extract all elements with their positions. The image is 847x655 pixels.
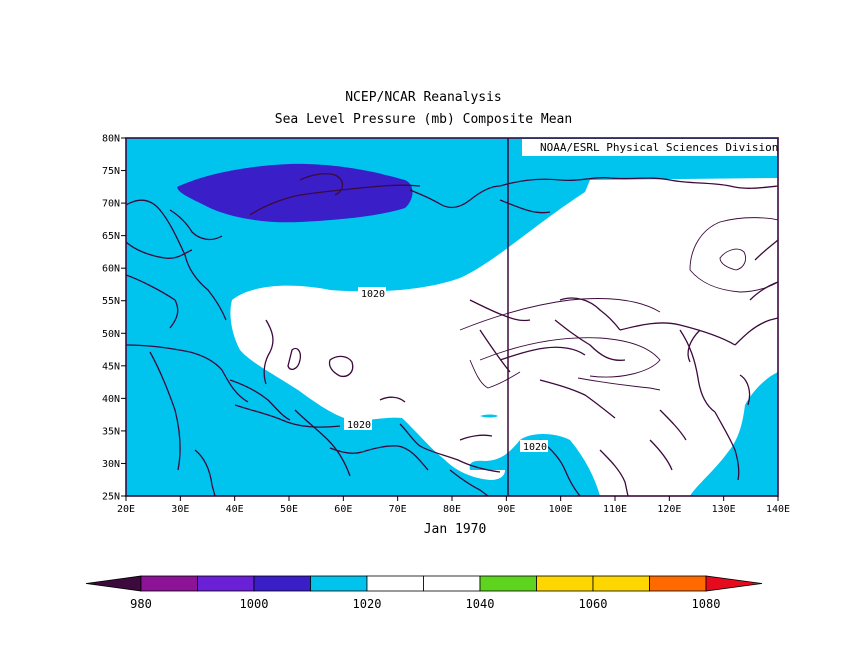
- x-axis: 20E 30E 40E 50E 60E 70E 80E 90E 100E 110E 120E 130E…: [117, 496, 790, 515]
- colorbar-bin: [140, 575, 198, 592]
- x-tick-label: 110E: [603, 504, 627, 515]
- contour-label-1020-a: 1020: [361, 289, 385, 300]
- colorbar-label: 1060: [579, 597, 608, 611]
- y-tick-label: 50N: [102, 329, 120, 340]
- x-tick-label: 120E: [657, 504, 681, 515]
- x-tick-label: 20E: [117, 504, 135, 515]
- colorbar-bin: [479, 575, 537, 592]
- x-tick-label: 50E: [280, 504, 298, 515]
- time-label: Jan 1970: [423, 522, 487, 537]
- y-tick-label: 35N: [102, 426, 120, 437]
- y-tick-label: 45N: [102, 361, 120, 372]
- pressure-field-below-1000: [177, 163, 413, 223]
- y-tick-label: 40N: [102, 394, 120, 405]
- contour-label-bg: [520, 440, 548, 452]
- x-tick-label: 60E: [334, 504, 352, 515]
- x-tick-label: 140E: [766, 504, 790, 515]
- map-area: [126, 138, 778, 496]
- colorbar-label: 1080: [692, 597, 721, 611]
- x-tick-label: 40E: [226, 504, 244, 515]
- chart-subtitle: Sea Level Pressure (mb) Composite Mean: [274, 112, 573, 127]
- x-tick-label: 30E: [171, 504, 189, 515]
- pressure-field-1020-1040: [230, 178, 778, 496]
- colorbar-bin: [423, 575, 481, 592]
- y-tick-label: 25N: [102, 492, 120, 503]
- contour-label-1020-c: 1020: [523, 442, 547, 453]
- colorbar-label: 980: [130, 597, 152, 611]
- contour-label-bg: [344, 418, 372, 430]
- x-tick-label: 90E: [497, 504, 515, 515]
- x-tick-label: 80E: [443, 504, 461, 515]
- y-tick-label: 70N: [102, 199, 120, 210]
- y-tick-label: 55N: [102, 296, 120, 307]
- contour-label-1020-b: 1020: [347, 420, 371, 431]
- coastlines: [126, 173, 778, 496]
- colorbar-bin: [253, 575, 311, 592]
- credit-text: NOAA/ESRL Physical Sciences Division: [540, 141, 778, 154]
- contour-label-bg: [358, 287, 386, 299]
- credit-box: [522, 139, 777, 156]
- y-tick-label: 80N: [102, 134, 120, 145]
- colorbar-label: 1020: [353, 597, 382, 611]
- colorbar-bin: [197, 575, 255, 592]
- y-tick-label: 60N: [102, 264, 120, 275]
- chart-title: NCEP/NCAR Reanalysis: [345, 90, 502, 105]
- colorbar-bin: [649, 575, 707, 592]
- y-tick-label: 30N: [102, 459, 120, 470]
- colorbar-bin: [592, 575, 650, 592]
- colorbar-bin: [366, 575, 424, 592]
- isobar-contours: [459, 217, 778, 391]
- colorbar-label: 1040: [466, 597, 495, 611]
- y-tick-label: 65N: [102, 231, 120, 242]
- x-tick-label: 130E: [712, 504, 736, 515]
- x-tick-label: 100E: [549, 504, 573, 515]
- colorbar-bin: [310, 575, 368, 592]
- colorbar-low-arrow: [85, 575, 142, 592]
- colorbar: 980 1000 1020 1040 1060 1080: [85, 575, 763, 611]
- colorbar-high-arrow: [705, 575, 763, 592]
- lake-feature: [480, 414, 498, 418]
- colorbar-bin: [536, 575, 594, 592]
- y-axis: 25N 30N 35N 40N 45N 50N 55N 60N 65N 70N 75N 80N: [102, 134, 126, 503]
- colorbar-label: 1000: [240, 597, 269, 611]
- x-tick-label: 70E: [389, 504, 407, 515]
- y-tick-label: 75N: [102, 166, 120, 177]
